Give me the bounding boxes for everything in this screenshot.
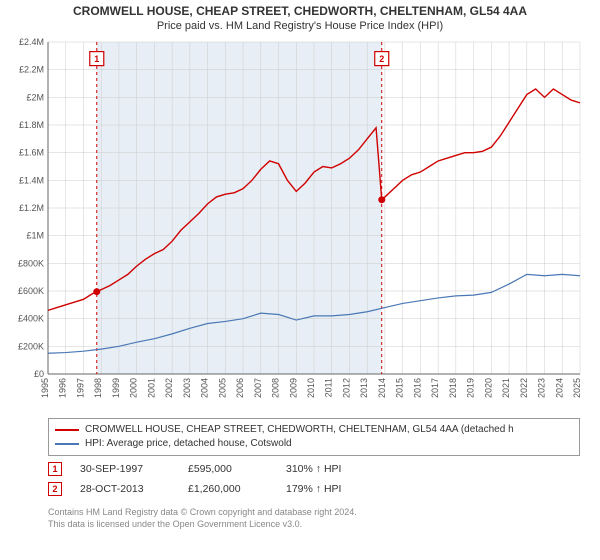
svg-text:2013: 2013 [359,378,369,398]
legend-label-hpi: HPI: Average price, detached house, Cots… [85,437,292,451]
footer-line2: This data is licensed under the Open Gov… [48,518,580,530]
svg-text:2006: 2006 [235,378,245,398]
svg-text:2020: 2020 [483,378,493,398]
svg-text:1996: 1996 [58,378,68,398]
title-block: CROMWELL HOUSE, CHEAP STREET, CHEDWORTH,… [0,0,600,34]
svg-text:2019: 2019 [466,378,476,398]
svg-text:£1.8M: £1.8M [19,120,44,130]
svg-text:2015: 2015 [395,378,405,398]
svg-text:1998: 1998 [93,378,103,398]
svg-text:£1M: £1M [26,231,44,241]
sale-marker-2: 2 [48,482,62,496]
svg-text:£2.2M: £2.2M [19,65,44,75]
svg-text:2008: 2008 [271,378,281,398]
svg-text:£2M: £2M [26,92,44,102]
sales-row-2: 2 28-OCT-2013 £1,260,000 179% ↑ HPI [48,482,580,496]
sale-date-1: 30-SEP-1997 [80,463,170,475]
svg-text:£1.4M: £1.4M [19,175,44,185]
svg-text:2004: 2004 [200,378,210,398]
sale-marker-1: 1 [48,462,62,476]
footer-attribution: Contains HM Land Registry data © Crown c… [48,506,580,530]
title-address: CROMWELL HOUSE, CHEAP STREET, CHEDWORTH,… [10,4,590,18]
svg-text:2018: 2018 [448,378,458,398]
chart-area: £0 £200K £400K £600K £800K £1M £1.2M £1.4M £1.6M… [0,34,600,414]
svg-text:2023: 2023 [537,378,547,398]
svg-text:2024: 2024 [554,378,564,398]
sale-date-2: 28-OCT-2013 [80,483,170,495]
svg-text:£600K: £600K [18,286,44,296]
svg-text:2000: 2000 [129,378,139,398]
sale-price-1: £595,000 [188,463,268,475]
svg-text:2012: 2012 [341,378,351,398]
svg-text:2014: 2014 [377,378,387,398]
legend-swatch-hpi [55,443,79,445]
svg-text:2003: 2003 [182,378,192,398]
svg-text:2021: 2021 [501,378,511,398]
svg-text:2009: 2009 [288,378,298,398]
svg-text:1999: 1999 [111,378,121,398]
legend-item-hpi: HPI: Average price, detached house, Cots… [55,437,573,451]
svg-text:£400K: £400K [18,314,44,324]
svg-text:2025: 2025 [572,378,582,398]
legend-item-property: CROMWELL HOUSE, CHEAP STREET, CHEDWORTH,… [55,423,573,437]
svg-text:1997: 1997 [75,378,85,398]
legend-box: CROMWELL HOUSE, CHEAP STREET, CHEDWORTH,… [48,418,580,456]
svg-text:2011: 2011 [324,378,334,397]
chart-container: CROMWELL HOUSE, CHEAP STREET, CHEDWORTH,… [0,0,600,560]
svg-text:£1.2M: £1.2M [19,203,44,213]
svg-text:2017: 2017 [430,378,440,398]
svg-text:1995: 1995 [40,378,50,398]
svg-text:2016: 2016 [412,378,422,398]
legend-swatch-property [55,429,79,431]
svg-text:2005: 2005 [217,378,227,398]
svg-text:£1.6M: £1.6M [19,148,44,158]
svg-text:£200K: £200K [18,341,44,351]
sales-row-1: 1 30-SEP-1997 £595,000 310% ↑ HPI [48,462,580,476]
svg-text:£2.4M: £2.4M [19,37,44,47]
svg-text:£800K: £800K [18,258,44,268]
svg-text:2: 2 [379,54,384,64]
svg-text:1: 1 [94,54,99,64]
svg-text:£0: £0 [34,369,44,379]
svg-text:2002: 2002 [164,378,174,398]
svg-text:2010: 2010 [306,378,316,398]
sale-pct-2: 179% ↑ HPI [286,483,386,495]
footer-line1: Contains HM Land Registry data © Crown c… [48,506,580,518]
chart-svg: £0 £200K £400K £600K £800K £1M £1.2M £1.4M £1.6M… [0,34,600,414]
title-subtitle: Price paid vs. HM Land Registry's House … [10,20,590,32]
legend-label-property: CROMWELL HOUSE, CHEAP STREET, CHEDWORTH,… [85,423,514,437]
sales-table: 1 30-SEP-1997 £595,000 310% ↑ HPI 2 28-O… [48,462,580,502]
sale-price-2: £1,260,000 [188,483,268,495]
svg-text:2001: 2001 [146,378,156,398]
sale-pct-1: 310% ↑ HPI [286,463,386,475]
svg-text:2007: 2007 [253,378,263,398]
svg-text:2022: 2022 [519,378,529,398]
